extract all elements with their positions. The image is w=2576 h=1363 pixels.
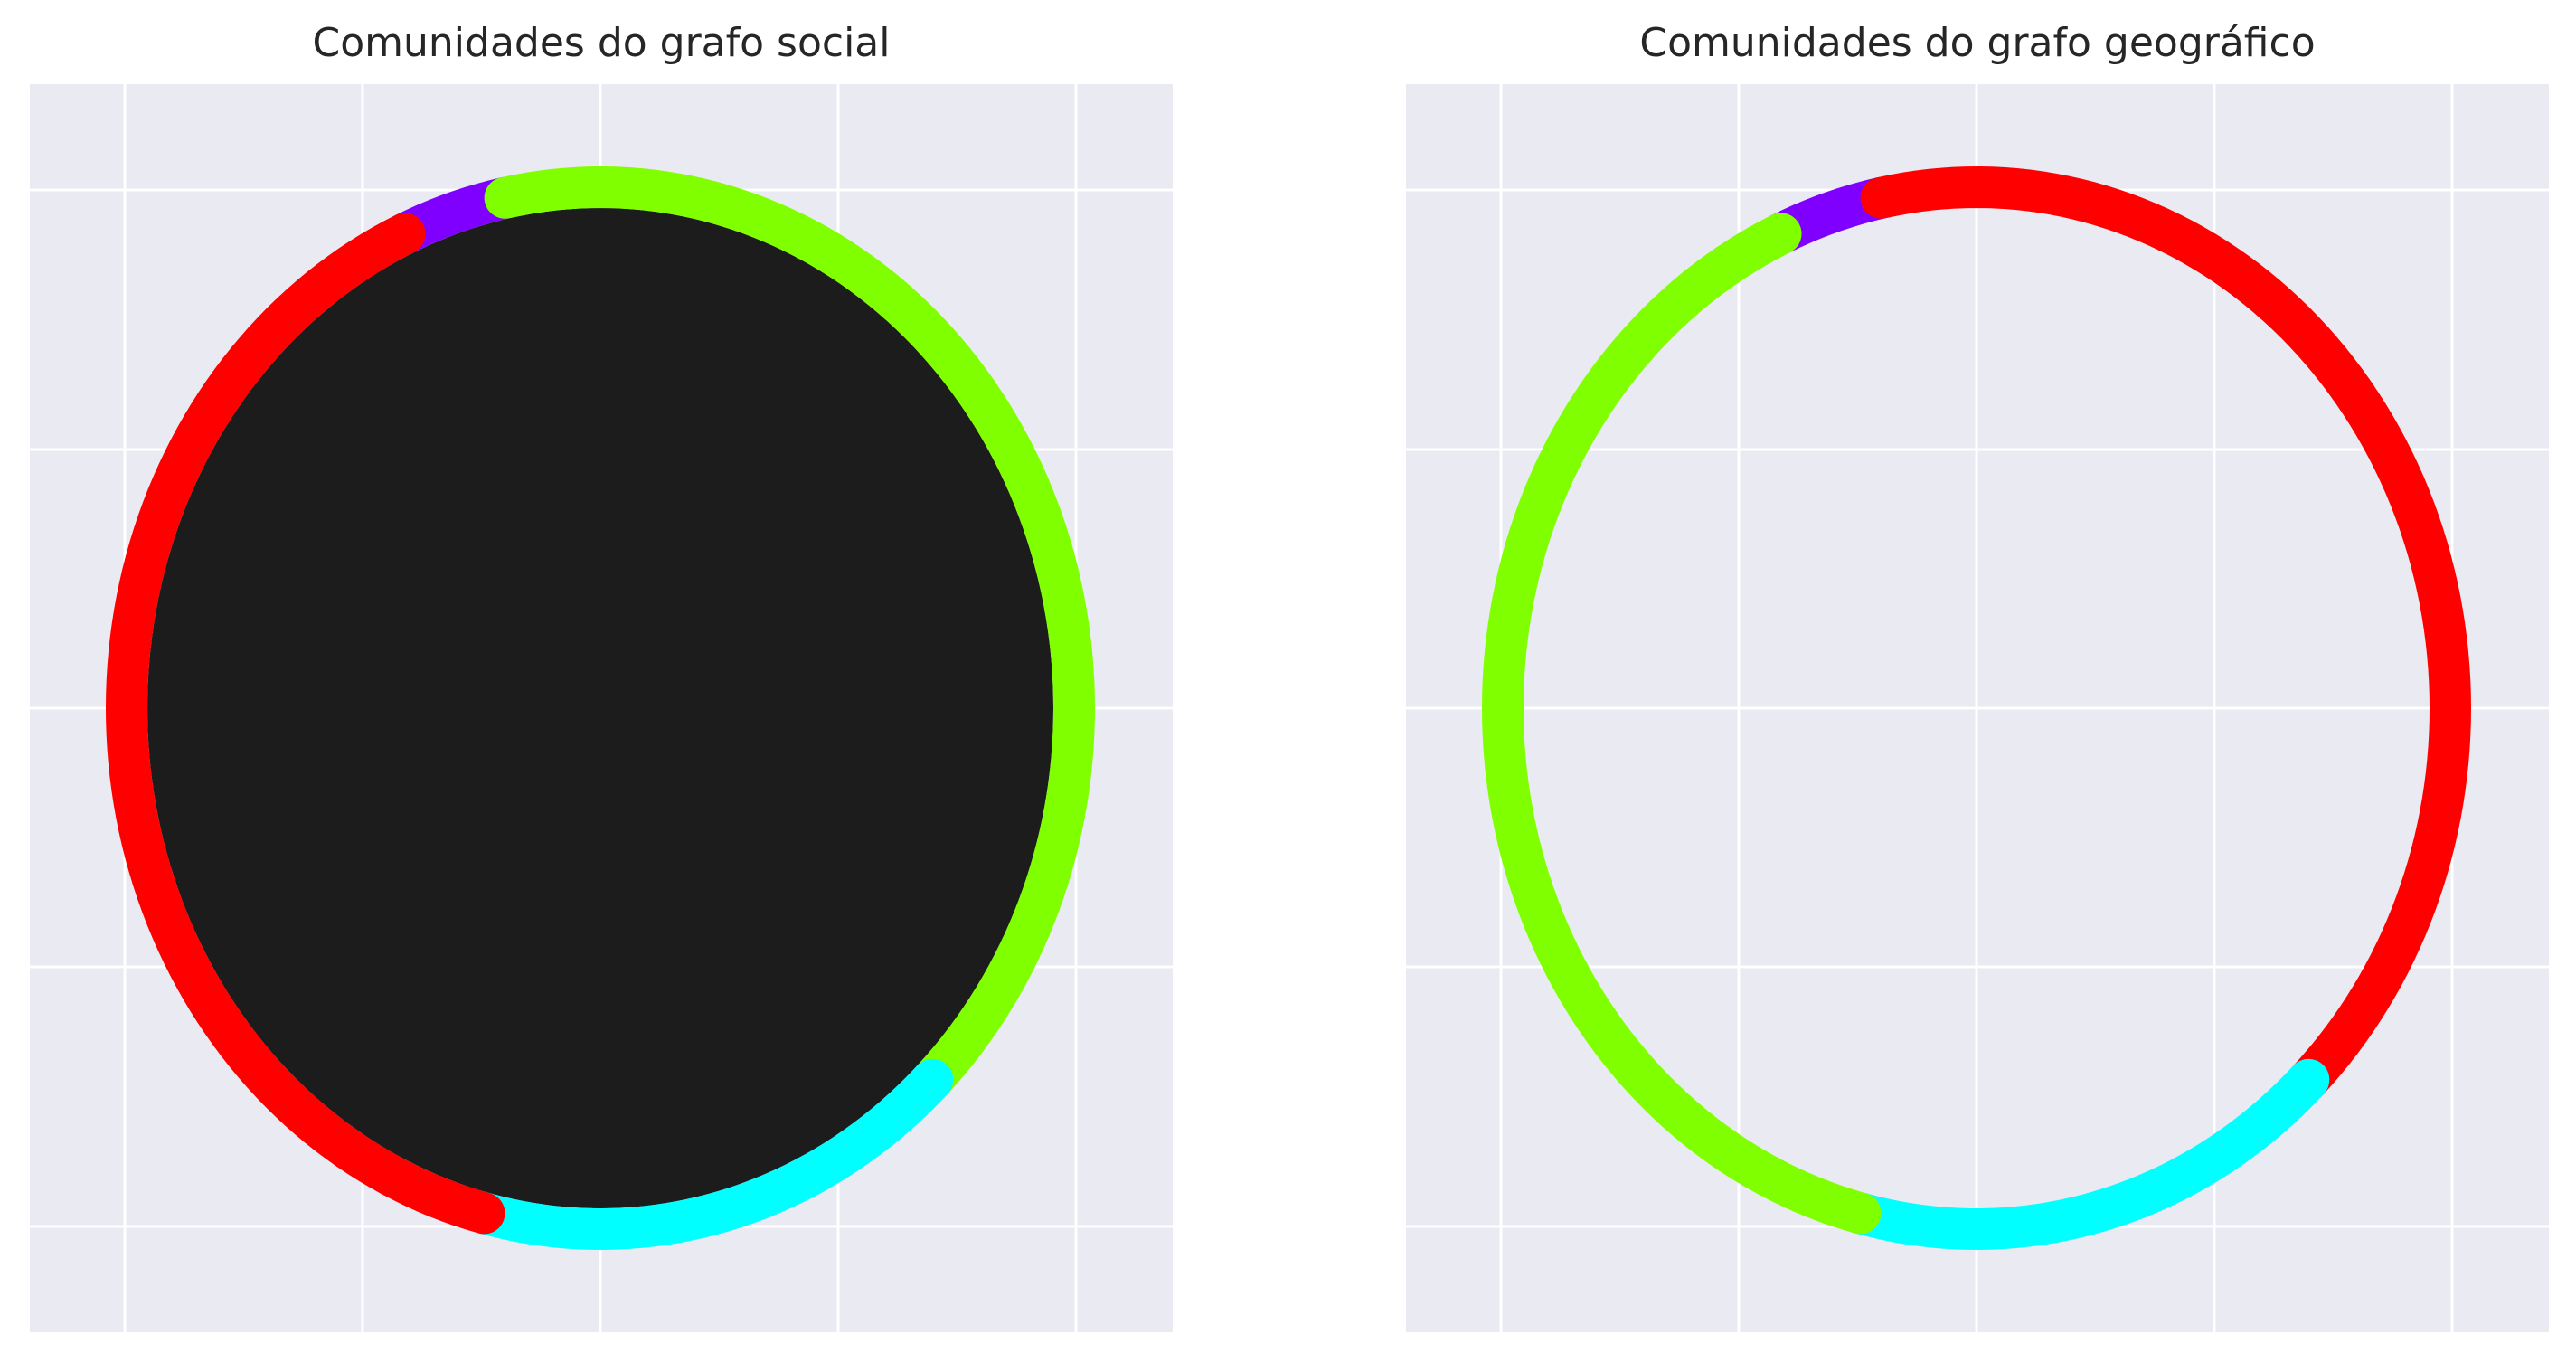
ring-segment-2 <box>911 687 1095 1101</box>
chart-panel-social <box>30 84 1173 1332</box>
chart-panel-geographic <box>1406 84 2549 1332</box>
chart-title-geographic: Comunidades do grafo geográfico <box>1639 20 2316 66</box>
ring-segment-3 <box>463 1058 954 1250</box>
chart-title-social: Comunidades do grafo social <box>312 20 891 66</box>
ring-segment-2 <box>2288 687 2471 1101</box>
ring-segment-1 <box>1860 166 2471 729</box>
ring-segment-4 <box>105 213 505 1235</box>
ring-segment-4 <box>1481 213 1882 1235</box>
ring-segment-3 <box>1839 1058 2330 1250</box>
edges-mass <box>147 208 1053 1208</box>
ring-segment-1 <box>484 166 1095 729</box>
